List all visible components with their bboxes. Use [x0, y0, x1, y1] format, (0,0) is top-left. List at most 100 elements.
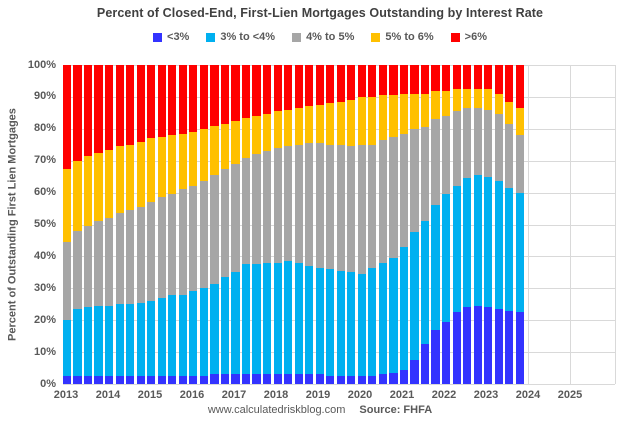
bar-segment: [420, 93, 430, 128]
bar-segment: [157, 136, 166, 198]
bar-segment: [494, 309, 503, 384]
bar-segment: [73, 376, 82, 384]
bar-segment: [368, 144, 377, 268]
bar-segment: [336, 65, 345, 102]
bar-segment: [505, 310, 514, 384]
bar-segment: [273, 262, 282, 375]
bar-segment: [189, 186, 198, 292]
bar-segment: [147, 65, 156, 139]
bar-segment: [431, 205, 440, 330]
bar-segment: [463, 65, 472, 89]
bar-segment: [273, 111, 282, 148]
bar-segment: [473, 175, 482, 306]
bar-segment: [126, 210, 135, 305]
bar-segment: [326, 269, 335, 377]
bar-segment: [83, 155, 93, 227]
bar-segment: [157, 376, 166, 384]
bar-segment: [199, 288, 208, 377]
bar-segment: [484, 88, 493, 110]
bar-segment: [168, 65, 177, 136]
bar-segment: [115, 146, 124, 214]
bar-segment: [463, 178, 472, 308]
bar-segment: [389, 136, 398, 258]
bar-segment: [241, 65, 251, 118]
bar-segment: [231, 272, 240, 375]
bar-segment: [378, 95, 387, 140]
legend-item-label: 4% to 5%: [306, 31, 355, 43]
bar-segment: [262, 151, 272, 263]
bar-segment: [252, 374, 261, 384]
bar-segment: [515, 135, 524, 193]
bar-segment: [389, 95, 398, 137]
bar-segment: [452, 111, 461, 187]
bar-segment: [252, 264, 261, 375]
bar-segment: [305, 374, 314, 384]
bar-segment: [178, 189, 187, 295]
x-tick-label: 2023: [473, 389, 499, 401]
bar-segment: [378, 374, 387, 384]
bar-segment: [294, 144, 303, 263]
bar-segment: [73, 65, 82, 161]
bar-segment: [389, 65, 398, 96]
bar-segment: [199, 128, 208, 182]
bar-segment: [399, 133, 409, 247]
bar-segment: [115, 304, 124, 377]
bar-segment: [357, 65, 366, 97]
bar-segment: [168, 294, 177, 376]
bar-segment: [389, 372, 398, 384]
bar-segment: [126, 65, 135, 145]
bar-segment: [136, 141, 145, 207]
bar-segment: [315, 65, 324, 105]
bar-segment: [147, 202, 156, 302]
bar-segment: [305, 106, 314, 144]
bar-segment: [210, 374, 219, 384]
bar-segment: [62, 320, 72, 376]
bar-segment: [178, 133, 187, 190]
bar-segment: [347, 100, 356, 147]
bar-segment: [336, 270, 345, 377]
bar-segment: [494, 114, 503, 182]
bar-segment: [73, 230, 82, 310]
bar-segment: [136, 206, 145, 303]
bar-segment: [463, 88, 472, 109]
bar-segment: [336, 101, 345, 145]
bar-segment: [294, 65, 303, 109]
x-tick-label: 2013: [53, 389, 79, 401]
legend-item-label: 5% to 6%: [385, 31, 434, 43]
bar-segment: [515, 312, 524, 384]
bar-segment: [452, 65, 461, 89]
bar-segment: [262, 114, 272, 152]
bar-segment: [284, 65, 293, 110]
legend-item-label: 3% to <4%: [220, 31, 276, 43]
legend-item: <3%: [153, 31, 189, 43]
bar-segment: [178, 294, 187, 376]
bar-segment: [420, 221, 430, 345]
bar-segment: [199, 181, 208, 289]
bar-segment: [505, 101, 514, 125]
bar-segment: [315, 267, 324, 375]
bar-segment: [62, 376, 72, 384]
bar-segment: [484, 307, 493, 384]
bar-segment: [410, 232, 419, 361]
y-tick-label: 70%: [33, 154, 56, 167]
x-tick-label: 2015: [137, 389, 163, 401]
bar-segment: [241, 117, 251, 158]
bar-segment: [399, 246, 409, 370]
bar-segment: [157, 297, 166, 377]
bar-segment: [105, 149, 114, 219]
legend-item: >6%: [450, 31, 487, 43]
y-tick-label: 50%: [33, 218, 56, 230]
bar-segment: [326, 65, 335, 104]
bar-segment: [105, 376, 114, 384]
bar-segment: [347, 376, 356, 384]
bar-segment: [83, 226, 93, 308]
bar-segment: [410, 360, 419, 384]
bar-segment: [441, 194, 451, 322]
bar-segment: [431, 119, 440, 206]
bar-segment: [94, 152, 103, 222]
bar-segment: [241, 374, 251, 384]
bar-segment: [505, 187, 514, 311]
bar-segment: [305, 265, 314, 375]
bar-segment: [399, 65, 409, 94]
